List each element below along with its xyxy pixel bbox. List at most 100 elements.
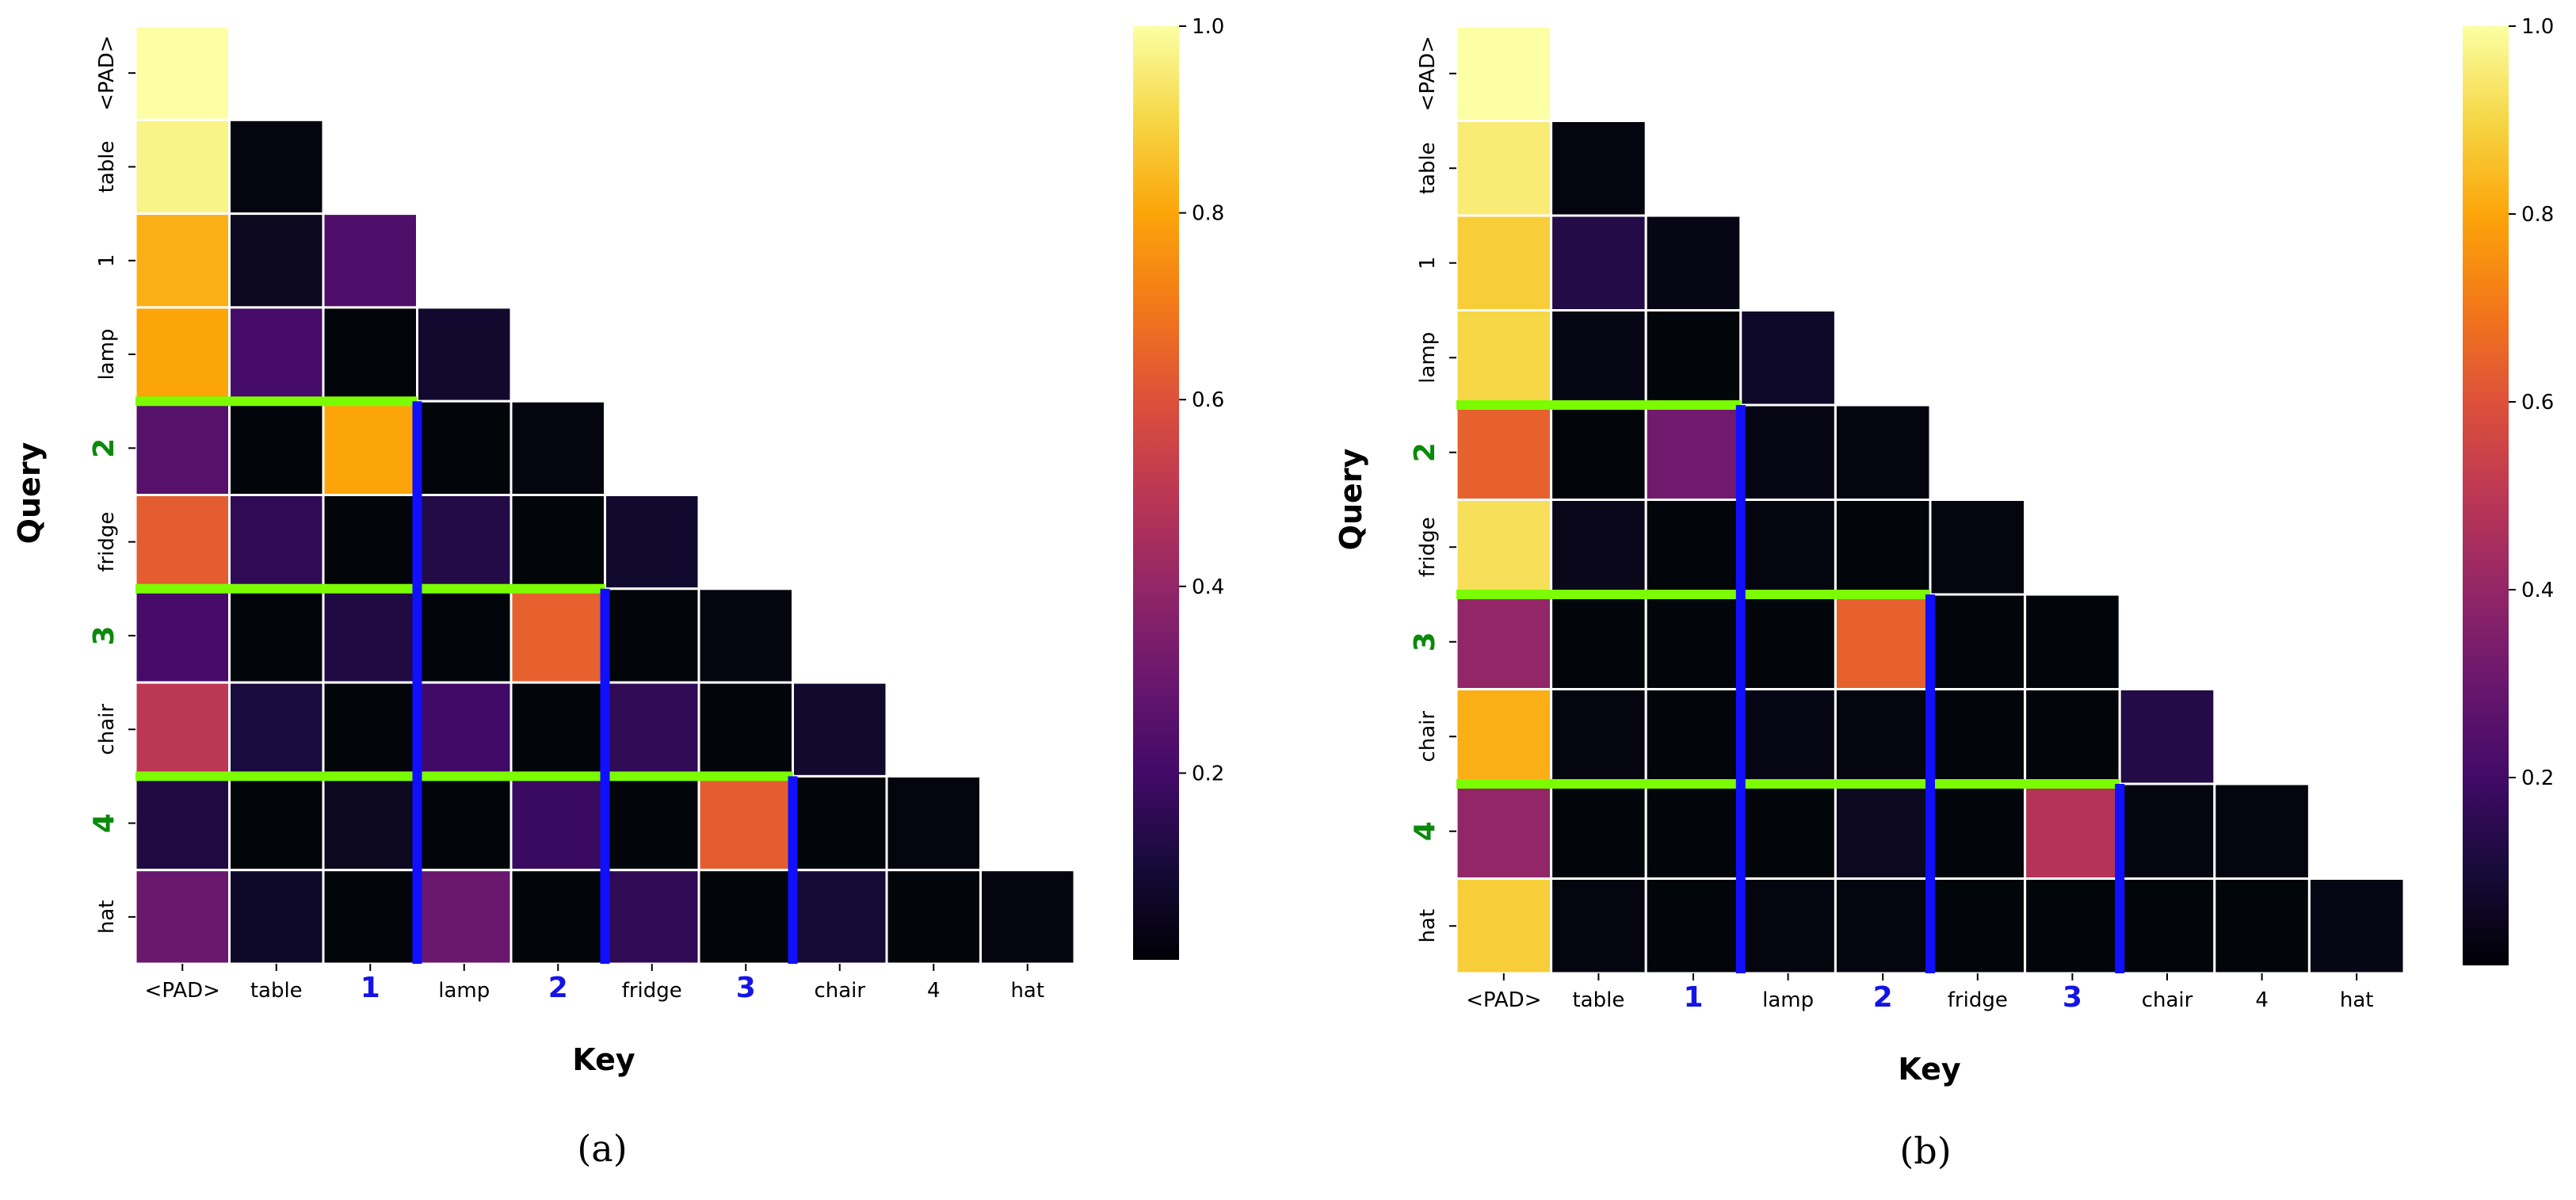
y-tick-label: chair [1416,711,1440,762]
x-tick-label: 2 [548,972,568,1004]
y-ticks-b [1449,72,1456,927]
heatmap-cell [792,774,888,872]
x-tick-labels-a: <PAD> table 1 lamp 2 fridge 3 chair 4 hat [145,972,1045,1004]
y-ticks-a [128,72,135,918]
heatmap-cell [2118,688,2216,785]
x-tick-label: <PAD> [145,979,220,1003]
x-tick-label: table [250,979,303,1003]
heatmap-cell [1834,499,1932,596]
heatmap-cell [416,399,513,497]
heatmap-cell [2024,782,2121,880]
heatmap-cell [1929,593,2027,690]
x-ticks-b [1502,973,2358,980]
heatmap-cell [2213,782,2311,880]
colorbar-ticks-a: 0.2 0.4 0.6 0.8 1.0 [1179,15,1224,785]
heatmap-cell [134,306,231,403]
heatmap-cell [1644,593,1742,690]
colorbar-tick-label: 0.6 [2521,391,2554,415]
y-tick-label: 4 [1409,821,1441,841]
heatmap-cell [134,494,231,590]
heatmap-cell [134,774,231,872]
heatmap-cell [1834,593,1932,690]
col-highlight-lines-b [1735,405,2125,973]
x-tick-label: chair [2142,988,2193,1012]
heatmap-cell [1550,309,1647,407]
heatmap-cell [134,587,231,684]
heatmap-cell [228,212,325,309]
col-highlight-lines-a [412,401,798,964]
heatmap-cell [322,681,418,778]
x-tick-label: 4 [2255,988,2269,1012]
heatmap-cell [1929,877,2027,975]
heatmap-cell [228,118,325,216]
y-axis-label: Query [12,441,47,544]
x-tick-label: lamp [1762,988,1814,1012]
heatmap-cell [2024,688,2121,785]
heatmap-cell [416,869,513,965]
x-axis-label: Key [1898,1052,1961,1087]
x-tick-label: 1 [1683,981,1703,1014]
heatmap-panel-b: <PAD> table 1 lamp 2 fridge 3 chair 4 hat <PAD> ta… [1334,15,2554,1172]
y-tick-labels-a: <PAD> table 1 lamp 2 fridge 3 chair 4 hat [88,35,120,934]
heatmap-cell [1929,499,2027,596]
colorbar-ticks-b: 0.2 0.4 0.6 0.8 1.0 [2509,15,2554,790]
y-tick-label: 2 [1409,442,1441,462]
heatmap-cell [604,869,700,965]
y-tick-label: fridge [1416,517,1440,577]
heatmap-cell [1644,877,1742,975]
heatmap-cell [1550,688,1647,785]
row-highlight-lines-b [1456,400,2120,789]
heatmap-cell [2118,782,2216,880]
heatmap-cell [322,587,418,684]
heatmap-cell [228,306,325,403]
y-tick-label: lamp [1416,332,1440,384]
heatmap-cell [1739,499,1837,596]
y-tick-label: 3 [88,625,120,645]
heatmap-cell [604,774,700,872]
heatmap-cell [1739,877,1837,975]
colorbar-tick-label: 1.0 [1192,15,1224,39]
heatmap-cell [509,399,606,497]
heatmap-cell [134,869,231,965]
heatmap-cell [1834,403,1932,501]
heatmap-cell [885,774,982,872]
heatmap-cell [604,494,700,590]
x-tick-label: chair [814,979,865,1003]
heatmap-cell [1455,688,1553,785]
heatmap-cell [509,774,606,872]
x-tick-label: 4 [927,979,941,1003]
row-highlight-lines-a [135,396,793,782]
heatmap-cell [697,869,794,965]
heatmap-cell [792,869,888,965]
heatmap-cell [1550,877,1647,975]
heatmap-cell [1644,782,1742,880]
x-tick-label: hat [1010,979,1044,1003]
heatmap-cell [134,399,231,497]
heatmap-cell [1455,25,1553,122]
colorbar-tick-label: 1.0 [2521,15,2554,39]
heatmap-cell [322,869,418,965]
heatmap-cell [1550,403,1647,501]
heatmap-cell [1550,782,1647,880]
heatmap-cell [1644,214,1742,311]
heatmap-cell [2307,877,2406,975]
colorbar-tick-label: 0.6 [1192,388,1224,412]
heatmap-cell [416,681,513,778]
heatmap-cell [1550,214,1647,311]
y-tick-labels-b: <PAD> table 1 lamp 2 fridge 3 chair 4 hat [1409,36,1441,943]
y-tick-label: 3 [1409,632,1441,652]
heatmap-cell [228,681,325,778]
x-tick-label: 1 [361,972,380,1004]
y-tick-label: table [95,141,119,193]
heatmap-cell [1455,403,1553,501]
heatmap-cell [697,774,794,872]
x-tick-label: 3 [736,972,756,1004]
x-tick-label: <PAD> [1466,988,1541,1012]
heatmap-cell [792,681,888,778]
heatmap-cell [228,774,325,872]
heatmap-cell [509,869,606,965]
heatmap-cell [697,587,794,684]
heatmap-cell [1455,120,1553,217]
heatmap-cell [134,212,231,309]
y-tick-label: 1 [95,254,119,267]
